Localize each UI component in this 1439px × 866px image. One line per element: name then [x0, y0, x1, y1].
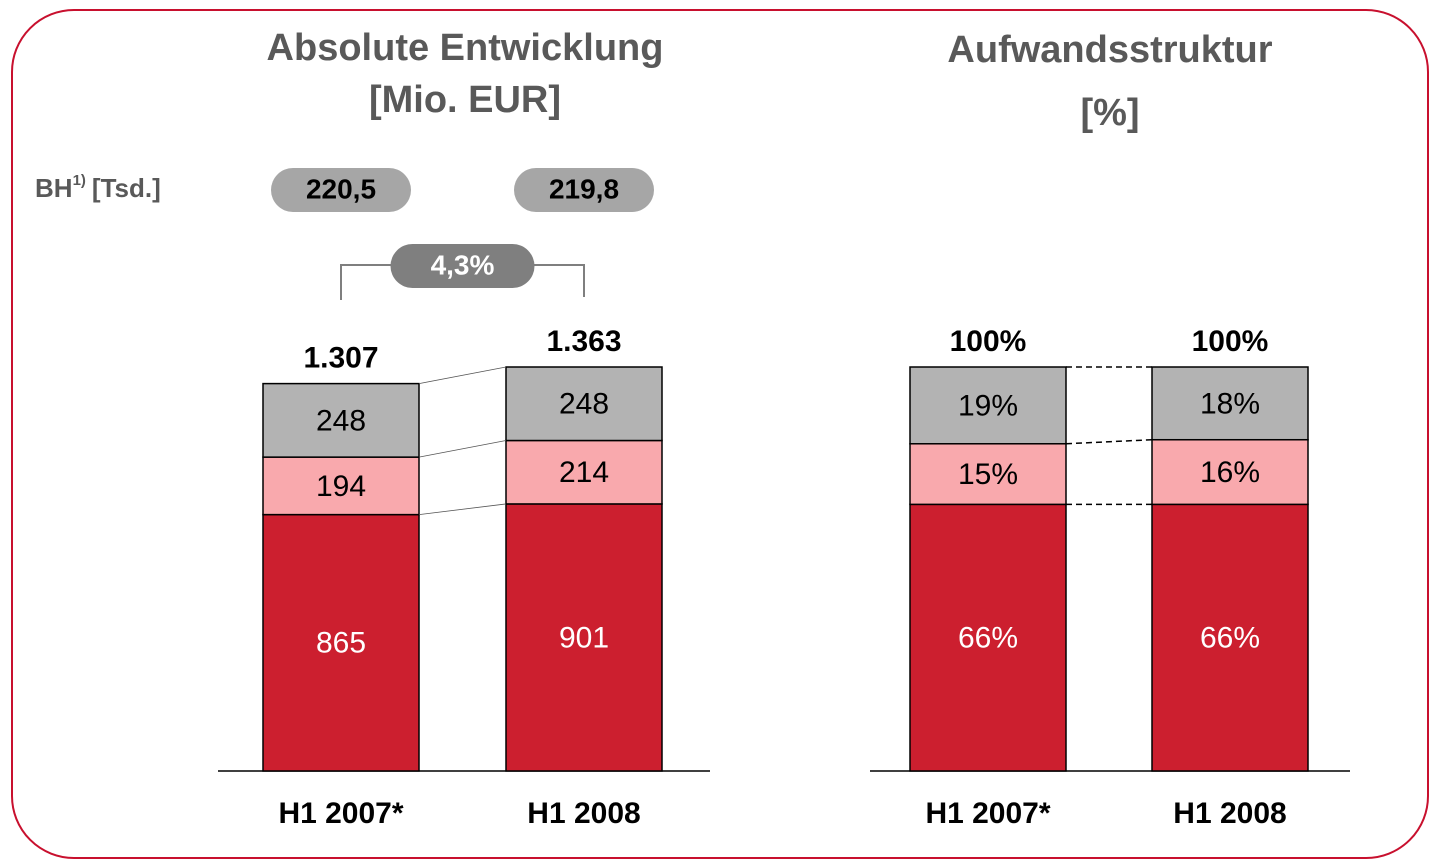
bar-segment — [505, 439, 663, 505]
bar-segment — [262, 382, 420, 458]
data-label: 248 — [316, 404, 366, 437]
x-tick-label: H1 2008 — [527, 797, 640, 830]
data-label: 19% — [958, 389, 1018, 422]
bar-segment — [505, 503, 663, 772]
bar-segment — [1151, 438, 1309, 506]
total-label: 100% — [1192, 325, 1269, 358]
bar-segment — [505, 366, 663, 442]
chart-title: Aufwandsstruktur — [947, 29, 1272, 71]
connector — [418, 503, 507, 516]
headcount-pill — [514, 168, 654, 212]
data-label: 194 — [316, 470, 366, 503]
chart-title: [Mio. EUR] — [369, 79, 561, 121]
bar-segment — [909, 443, 1067, 506]
connector — [418, 366, 507, 384]
annotation-superscript: 1) — [73, 172, 86, 189]
annotation-name: BH — [35, 173, 73, 203]
frame — [11, 9, 1429, 859]
annotation-unit: [Tsd.] — [92, 173, 161, 203]
total-label: 1.363 — [546, 325, 621, 358]
growth-label: 4,3% — [431, 249, 495, 280]
total-label: 1.307 — [303, 342, 378, 375]
data-label: 901 — [559, 621, 609, 654]
bar-segment — [909, 503, 1067, 772]
x-tick-label: H1 2008 — [1173, 797, 1286, 830]
connector — [1065, 438, 1153, 445]
data-label: 66% — [1200, 622, 1260, 655]
bar-segment — [262, 456, 420, 516]
data-label: 16% — [1200, 456, 1260, 489]
headcount-label: 220,5 — [306, 173, 376, 204]
bar-segment — [1151, 366, 1309, 441]
data-label: 248 — [559, 388, 609, 421]
data-label: 66% — [958, 622, 1018, 655]
data-label: 865 — [316, 627, 366, 660]
x-tick-label: H1 2007* — [278, 797, 403, 830]
connector — [418, 440, 507, 458]
data-label: 18% — [1200, 387, 1260, 420]
data-label: 214 — [559, 456, 609, 489]
bar-segment — [909, 366, 1067, 445]
total-label: 100% — [950, 325, 1027, 358]
data-label: 15% — [958, 458, 1018, 491]
annotation-label: BH1) [Tsd.] — [35, 172, 161, 203]
chart-title: Absolute Entwicklung — [267, 27, 664, 69]
headcount-pill — [271, 168, 411, 212]
bar-segment — [262, 513, 420, 772]
headcount-label: 219,8 — [549, 173, 619, 204]
chart-title: [%] — [1080, 92, 1139, 134]
growth-pill — [390, 244, 535, 288]
bar-segment — [1151, 503, 1309, 772]
x-tick-label: H1 2007* — [925, 797, 1050, 830]
